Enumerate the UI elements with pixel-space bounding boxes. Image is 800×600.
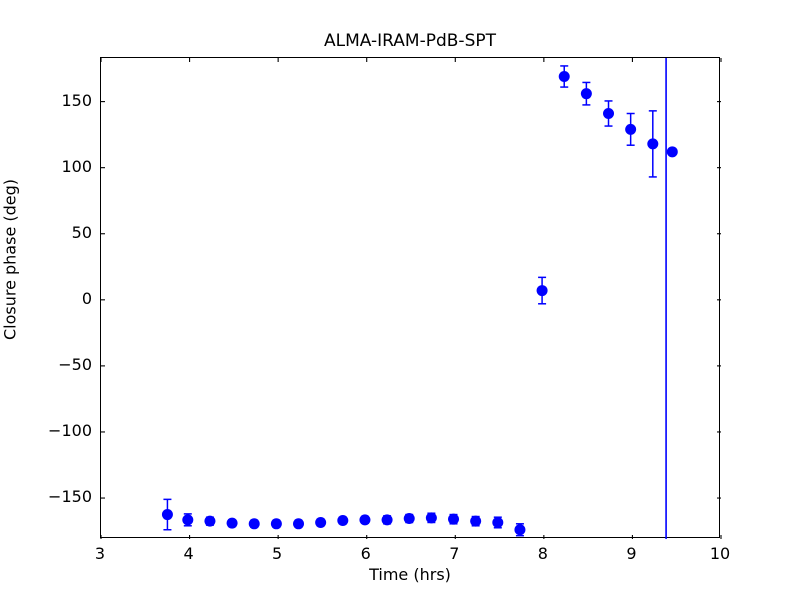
error-bars (163, 65, 657, 537)
y-tick-label: 150 (61, 90, 92, 110)
data-point (666, 146, 678, 158)
data-point (647, 138, 659, 150)
data-point (425, 512, 437, 524)
data-point (514, 524, 526, 536)
x-tick-label: 4 (183, 544, 194, 563)
y-tick-label: −50 (58, 354, 92, 374)
data-layer (100, 58, 722, 539)
x-tick-label: 7 (449, 544, 460, 563)
data-point (558, 71, 570, 82)
chart-title: ALMA-IRAM-PdB-SPT (324, 31, 496, 51)
x-tick-label: 3 (94, 544, 106, 563)
y-tick-label: −150 (48, 487, 92, 507)
data-point (381, 514, 393, 526)
data-point (448, 513, 460, 525)
x-tick-label: 6 (360, 544, 371, 563)
y-tick-label: −100 (48, 420, 92, 440)
x-axis-label: Time (hrs) (369, 565, 451, 584)
data-point (603, 108, 615, 119)
y-tick-label: 50 (71, 222, 92, 242)
data-point (470, 515, 482, 527)
data-point (337, 515, 349, 526)
data-point (226, 517, 238, 529)
data-point (248, 518, 260, 530)
y-tick-label: 0 (81, 288, 92, 308)
data-point (204, 515, 216, 527)
data-points (161, 71, 678, 536)
data-point (182, 514, 194, 526)
data-point (293, 518, 305, 530)
data-point (536, 285, 548, 297)
data-point (625, 123, 637, 135)
y-axis-label: Closure phase (deg) (0, 178, 20, 341)
data-point (403, 513, 415, 525)
x-tick-label: 5 (272, 544, 283, 563)
y-tick-label: 100 (61, 156, 92, 176)
axis-ticks (100, 58, 722, 539)
x-tick-label: 8 (537, 544, 548, 563)
data-point (580, 88, 592, 100)
x-tick-label: 9 (626, 544, 637, 563)
data-point (359, 514, 371, 526)
data-point (270, 518, 282, 530)
data-point (492, 516, 504, 528)
data-point (161, 509, 173, 521)
x-tick-label: 10 (709, 544, 731, 563)
plot-axes (100, 57, 722, 539)
data-point (315, 516, 327, 528)
